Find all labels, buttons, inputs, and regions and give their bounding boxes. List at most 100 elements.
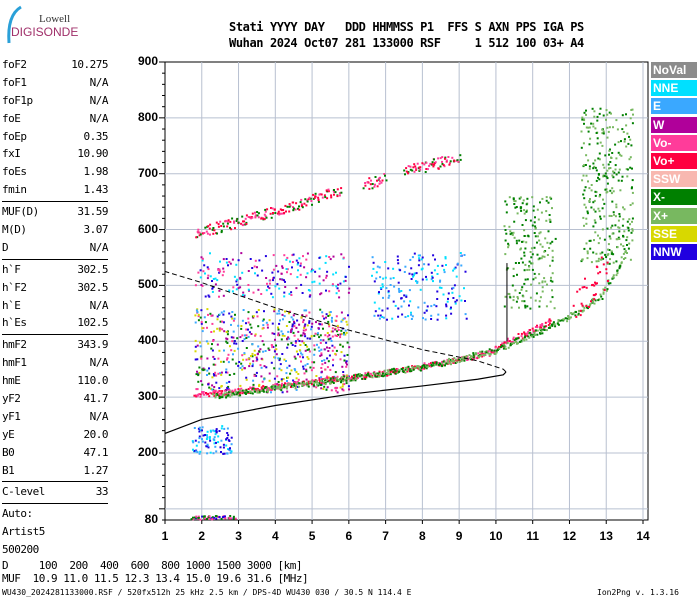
echo-point [354,379,357,382]
echo-point [211,290,214,293]
echo-point [318,349,321,352]
param-value: 1.27 [83,463,109,477]
echo-point [305,276,308,279]
echo-point [203,515,206,518]
param-value: N/A [89,111,109,125]
echo-point [209,429,212,432]
echo-point [252,387,255,390]
echo-point [631,217,634,220]
echo-point [286,338,289,341]
echo-point [202,434,205,437]
echo-point [221,328,224,331]
echo-point [311,322,314,325]
legend-item-xminus: X- [651,189,697,206]
echo-point [407,172,409,175]
echo-point [257,309,260,311]
echo-point [512,231,515,234]
echo-point [537,258,540,261]
echo-point [586,306,588,309]
echo-point [401,313,404,316]
echo-point [323,359,326,362]
echo-point [312,269,315,272]
echo-point [613,171,616,174]
echo-point [508,225,511,228]
echo-point [213,395,216,397]
echo-point [551,240,554,243]
echo-point [261,389,264,392]
param-row: hmF1 N/A [2,354,109,372]
echo-point [474,353,477,356]
y-tick-label: 500 [137,277,158,292]
echo-point [222,222,225,225]
echo-point [286,268,289,271]
echo-point [209,387,212,390]
echo-point [197,427,200,430]
echo-point [534,326,537,328]
echo-point [229,345,231,348]
echo-point [302,332,305,335]
echo-point [225,396,228,399]
echo-point [290,294,293,296]
echo-point [620,243,622,246]
header-values: Wuhan 2024 Oct07 281 133000 RSF 1 512 10… [229,36,584,50]
echo-point [553,307,556,310]
echo-point [507,346,510,349]
echo-point [531,268,534,271]
echo-point [243,367,246,370]
echo-point [252,315,255,318]
echo-point [509,233,512,236]
param-row: MUF(D) 31.59 [2,203,108,221]
echo-point [398,291,401,293]
echo-point [434,161,437,164]
echo-point [226,225,229,228]
echo-point [261,327,264,330]
echo-point [447,362,450,365]
echo-point [379,176,381,179]
echo-point [586,257,589,260]
echo-point [334,352,337,355]
echo-point [299,264,302,267]
echo-point [227,353,230,356]
echo-point [247,390,249,393]
echo-point [233,221,236,224]
echo-point [268,349,271,351]
param-value: 41.7 [83,392,109,406]
echo-point [426,305,429,308]
echo-point [298,257,301,260]
echo-point [392,367,395,370]
echo-point [225,261,228,264]
x-tick-label: 7 [382,529,389,543]
echo-point [611,232,614,235]
echo-point [445,305,448,308]
echo-point [548,319,551,322]
param-value: 10.275 [71,58,108,71]
echo-point [251,216,254,219]
echo-point [383,369,386,372]
echo-point [290,342,293,345]
echo-point [340,381,342,384]
echo-point [332,376,335,379]
echo-point [399,269,402,272]
echo-point [237,259,240,262]
echo-point [601,251,604,254]
echo-point [250,391,253,394]
echo-point [533,272,536,275]
echo-point [411,273,414,276]
x-tick-label: 5 [308,529,316,543]
echo-point [612,176,615,179]
echo-point [600,258,603,261]
echo-point [594,231,597,234]
echo-point [233,317,236,320]
echo-point [207,393,210,395]
param-name: h`E [2,298,21,312]
echo-point [223,427,226,430]
echo-point [238,361,241,363]
echo-point [364,182,367,184]
echo-point [299,355,302,358]
echo-point [237,287,240,290]
echo-point [594,281,596,284]
echo-point [364,378,367,380]
echo-point [386,307,389,310]
echo-point [196,344,199,347]
echo-point [466,356,469,359]
